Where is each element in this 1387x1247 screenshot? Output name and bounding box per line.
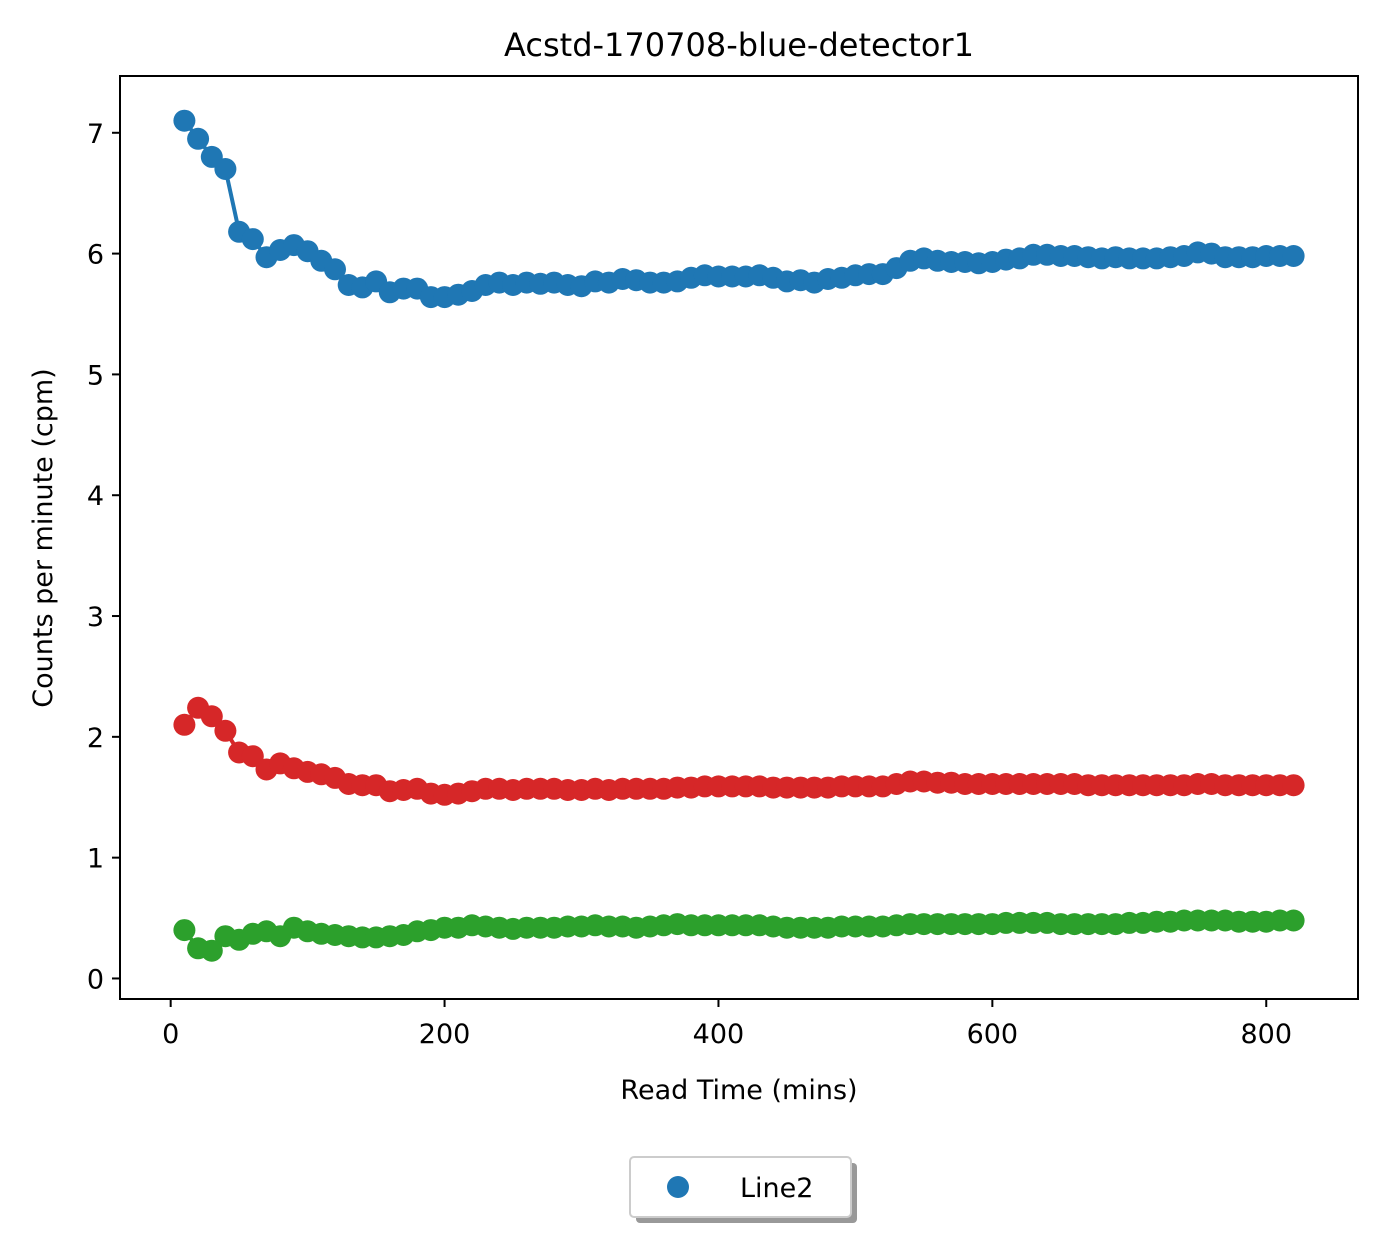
series-2-point <box>214 719 237 742</box>
series-3 <box>173 909 1305 962</box>
legend-marker <box>667 1176 689 1198</box>
series-3-point <box>200 939 223 962</box>
x-tick-label: 600 <box>967 1019 1019 1050</box>
series-3-point <box>1282 909 1305 932</box>
series-1-point <box>324 258 346 281</box>
series-1-point <box>187 127 210 150</box>
y-axis-label: Counts per minute (cpm) <box>28 368 59 707</box>
x-tick-label: 0 <box>162 1019 179 1050</box>
series-1-point <box>173 109 196 132</box>
series-2-point <box>173 713 196 736</box>
legend-entry-label: Line2 <box>740 1173 813 1204</box>
series-1-point <box>214 158 237 180</box>
y-tick-label: 0 <box>87 964 104 995</box>
y-tick-label: 1 <box>87 844 104 875</box>
series-3-point <box>173 919 196 942</box>
y-tick-label: 5 <box>87 360 104 391</box>
x-axis-label: Read Time (mins) <box>620 1075 857 1106</box>
series-1-point <box>1282 245 1305 267</box>
plot-area <box>173 109 1305 962</box>
series-1-point <box>241 228 264 251</box>
axes-frame <box>119 75 1359 1000</box>
series-1 <box>173 109 1305 309</box>
legend: Line2 <box>629 1156 857 1223</box>
series-2 <box>173 696 1305 806</box>
series-2-point <box>1282 774 1305 797</box>
series-2-point <box>200 705 223 728</box>
x-tick-label: 800 <box>1240 1019 1292 1050</box>
x-tick-label: 400 <box>693 1019 745 1050</box>
y-tick-label: 7 <box>87 119 104 150</box>
y-tick-label: 3 <box>87 602 104 633</box>
series-2-point <box>241 745 264 768</box>
chart-title: Acstd-170708-blue-detector1 <box>504 26 974 64</box>
x-tick-label: 200 <box>419 1019 471 1050</box>
legend-box <box>629 1156 852 1218</box>
y-tick-label: 2 <box>87 723 104 754</box>
y-tick-label: 6 <box>87 240 104 271</box>
y-tick-label: 4 <box>87 481 104 512</box>
axis-ticks: 0 200 400 600 800 0 1 2 3 4 5 6 7 <box>87 119 1292 1050</box>
